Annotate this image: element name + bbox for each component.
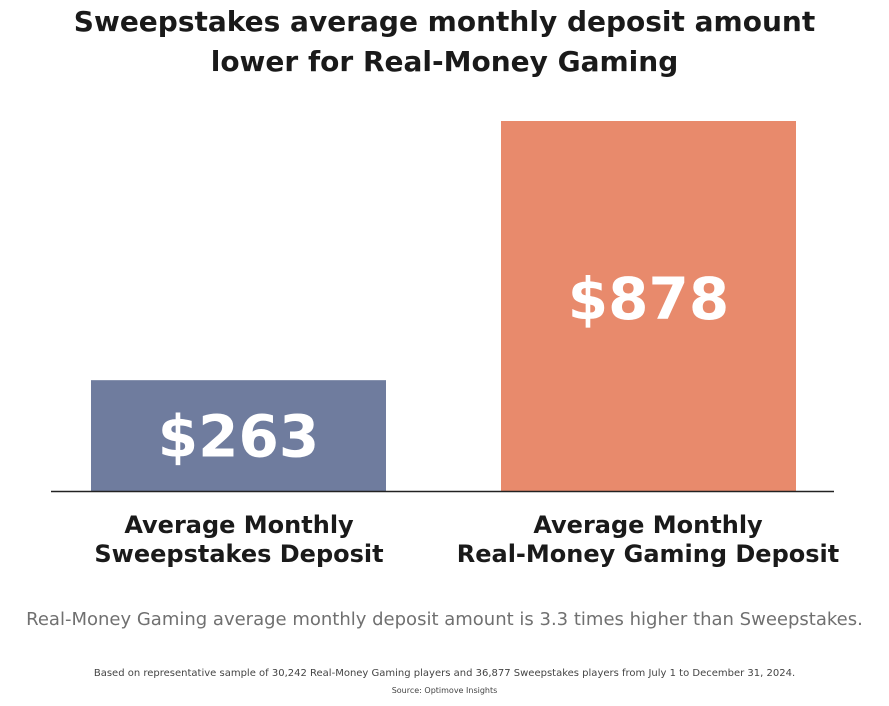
category-label-real-money: Average Monthly Real-Money Gaming Deposi… (456, 511, 840, 568)
data-label-1: $878 (568, 265, 729, 333)
chart-title-line-2: lower for Real-Money Gaming (210, 45, 679, 78)
bar-0 (91, 380, 386, 491)
category-label-sweepstakes: Average Monthly Sweepstakes Deposit (94, 511, 384, 568)
footnote-text: Based on representative sample of 30,242… (93, 668, 796, 679)
data-label-0: $263 (158, 403, 319, 471)
bar-1 (501, 121, 796, 491)
summary-text: Real-Money Gaming average monthly deposi… (26, 609, 863, 630)
source-text: Source: Optimove Insights (391, 686, 498, 695)
chart-title-line-1: Sweepstakes average monthly deposit amou… (73, 5, 816, 38)
chart-title: Sweepstakes average monthly deposit amou… (0, 2, 889, 82)
